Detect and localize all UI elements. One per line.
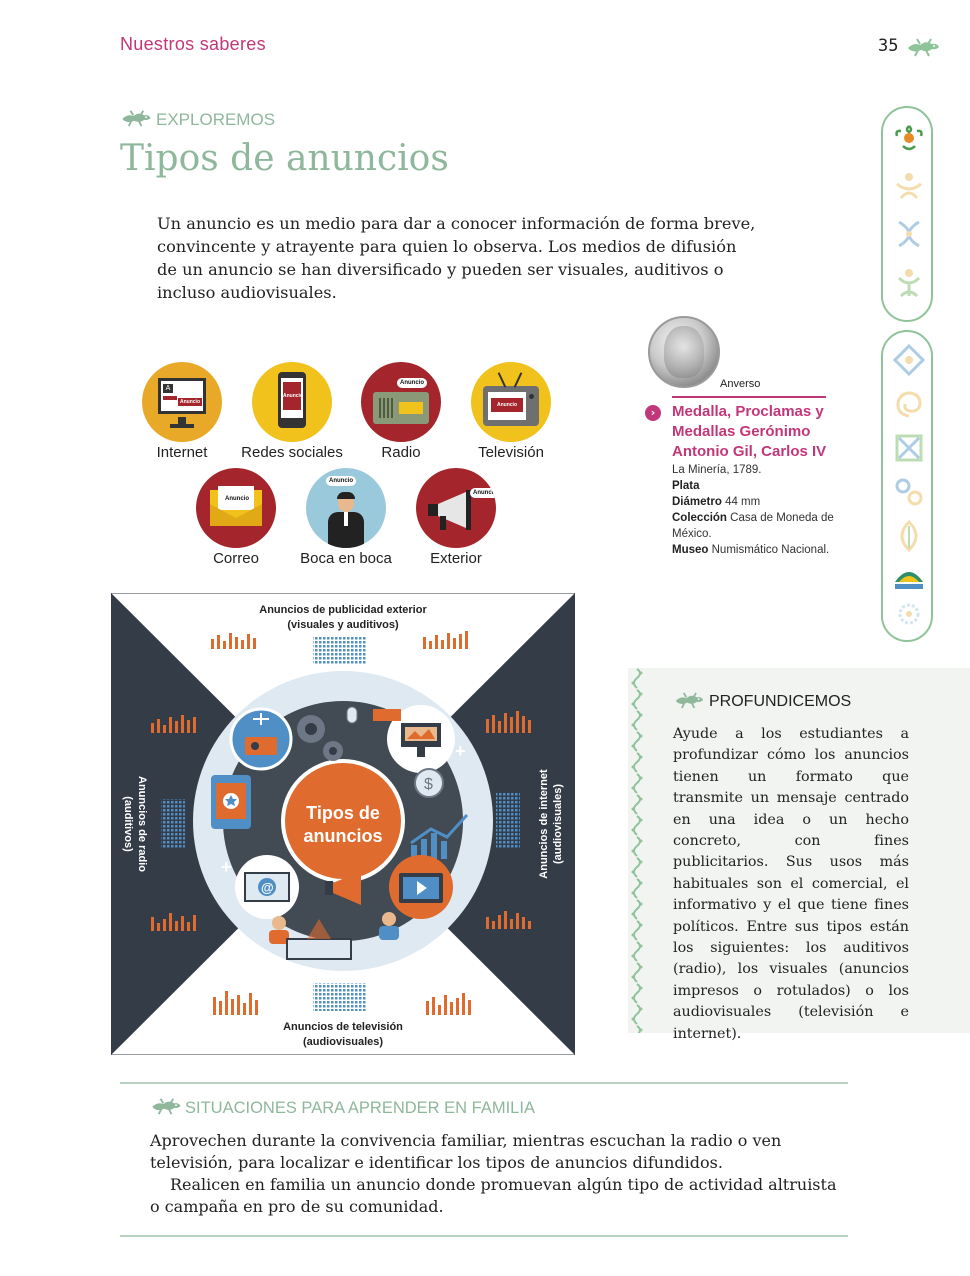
chevron-right-icon: ›	[645, 405, 661, 421]
people-icon	[269, 912, 399, 944]
page-number: 35	[878, 36, 899, 56]
plus-signs: + +	[221, 741, 466, 877]
infographic-right-label-line2: (audiovisuales)	[552, 784, 564, 864]
gears-icon	[297, 715, 343, 761]
envelope-icon: Anuncio	[196, 468, 276, 548]
family-paragraph-2: Realicen en familia un anuncio donde pro…	[150, 1175, 837, 1216]
section-name: Nuestros saberes	[120, 34, 266, 54]
family-divider-bottom	[120, 1235, 848, 1237]
lizard-icon	[122, 110, 151, 127]
medal-material: Plata	[672, 480, 700, 492]
family-section-body: Aprovechen durante la convivencia famili…	[150, 1130, 840, 1218]
explore-label: EXPLOREMOS	[156, 110, 276, 129]
medal-portrait	[664, 326, 704, 378]
media-outdoor: Anuncio Exterior	[401, 468, 511, 567]
family-paragraph-1: Aprovechen durante la convivencia famili…	[150, 1131, 782, 1172]
medal-diameter-label: Diámetro	[672, 496, 722, 508]
page-title: Tipos de anuncios	[120, 138, 449, 179]
campo-formativo-column-2	[881, 330, 933, 642]
billboard-icon	[387, 705, 455, 773]
medal-collection-value: Casa de Moneda de México.	[672, 512, 834, 540]
campo-formativo-column-1	[881, 106, 933, 322]
svg-text:$: $	[424, 776, 433, 793]
infographic-tipos-de-anuncios: $ @ + + Tipos de anuncios Anu	[111, 593, 575, 1055]
leaf-emblem-icon	[900, 520, 918, 552]
medal-title: Medalla, Proclamas y Medallas Gerónimo A…	[672, 403, 827, 460]
infographic-top-label-line2: (visuales y auditivos)	[287, 619, 399, 631]
infographic-bottom-label-line2: (audiovisuales)	[303, 1036, 383, 1048]
medal-museum-label: Museo	[672, 544, 709, 556]
chain-emblem-icon	[895, 478, 923, 506]
media-mail: Anuncio Correo	[181, 468, 291, 567]
video-player-icon	[389, 855, 453, 919]
medal-collection-label: Colección	[672, 512, 727, 524]
microphone-icon	[346, 706, 401, 724]
svg-text:@: @	[261, 880, 274, 895]
megaphone-icon: Anuncio	[416, 468, 496, 548]
internet-icon: A Anuncio	[142, 362, 222, 442]
email-icon: @	[235, 855, 299, 919]
media-label: Radio	[381, 444, 421, 461]
growth-chart-icon	[410, 813, 469, 859]
infographic-left-label-line1: Anuncios de radio	[136, 776, 148, 872]
family-section-label: SITUACIONES PARA APRENDER EN FAMILIA	[185, 1099, 535, 1117]
media-label: Correo	[213, 550, 259, 567]
media-radio: Anuncio Radio	[346, 362, 456, 461]
svg-text:+: +	[221, 857, 232, 877]
dna-emblem-icon	[898, 220, 920, 248]
medal-details: La Minería, 1789. Plata Diámetro 44 mm C…	[672, 462, 842, 558]
profundicemos-box	[628, 668, 970, 1033]
flower-emblem-icon	[895, 125, 923, 151]
media-label: Internet	[156, 444, 208, 461]
smartphone-icon: Anuncio	[252, 362, 332, 442]
community-emblem-icon	[895, 572, 923, 589]
radio-icon	[229, 707, 293, 771]
decorative-border	[628, 668, 646, 1033]
medal-divider	[672, 396, 826, 398]
bar-chart-decorations	[151, 631, 531, 1015]
medal-museum-value: Numismático Nacional.	[711, 544, 830, 556]
infographic-bottom-label-line1: Anuncios de televisión	[283, 1021, 403, 1033]
person-speaking-icon: Anuncio	[306, 468, 386, 548]
media-label: Boca en boca	[300, 550, 392, 567]
medal-side-label: Anverso	[720, 378, 761, 390]
human-emblem-icon	[897, 269, 921, 298]
lizard-icon	[152, 1098, 181, 1115]
megaphone-icon	[325, 871, 361, 905]
medal-diameter-value: 44 mm	[725, 496, 761, 508]
dot-grid-decorations	[161, 637, 520, 1011]
infographic-right-label-line1: Anuncios de internet	[538, 769, 550, 879]
lizard-icon	[675, 692, 704, 709]
tablet-icon	[211, 775, 251, 829]
media-label: Exterior	[430, 550, 482, 567]
infographic-top-label-line1: Anuncios de publicidad exterior	[259, 604, 427, 616]
square-x-emblem-icon	[895, 434, 923, 462]
intro-paragraph: Un anuncio es un medio para dar a conoce…	[157, 214, 756, 302]
media-label: Redes sociales	[241, 444, 343, 461]
media-label: Televisión	[478, 444, 544, 461]
media-television: Anuncio Televisión	[456, 362, 566, 461]
radio-icon: Anuncio	[361, 362, 441, 442]
family-divider-top	[120, 1082, 848, 1084]
infographic-center-title-line2: anuncios	[303, 826, 382, 846]
media-word-of-mouth: Anuncio Boca en boca	[291, 468, 401, 567]
media-internet: A Anuncio Internet	[127, 362, 237, 461]
sun-emblem-icon	[898, 603, 920, 625]
medal-place: La Minería, 1789.	[672, 464, 762, 476]
media-social: Anuncio Redes sociales	[237, 362, 347, 461]
lizard-icon	[908, 38, 939, 57]
spiral-emblem-icon	[896, 391, 922, 418]
television-icon: Anuncio	[471, 362, 551, 442]
diamond-emblem-icon	[893, 344, 925, 376]
profundicemos-label: PROFUNDICEMOS	[709, 693, 852, 710]
profundicemos-body: Ayude a los estudiantes a profundizar có…	[673, 726, 909, 1042]
coin-icon: $	[414, 768, 444, 798]
projector-icon	[286, 919, 352, 960]
people-emblem-icon	[896, 173, 922, 199]
infographic-left-label-line2: (auditivos)	[122, 796, 134, 852]
infographic-center-title-line1: Tipos de	[306, 803, 380, 823]
svg-text:+: +	[455, 741, 466, 761]
